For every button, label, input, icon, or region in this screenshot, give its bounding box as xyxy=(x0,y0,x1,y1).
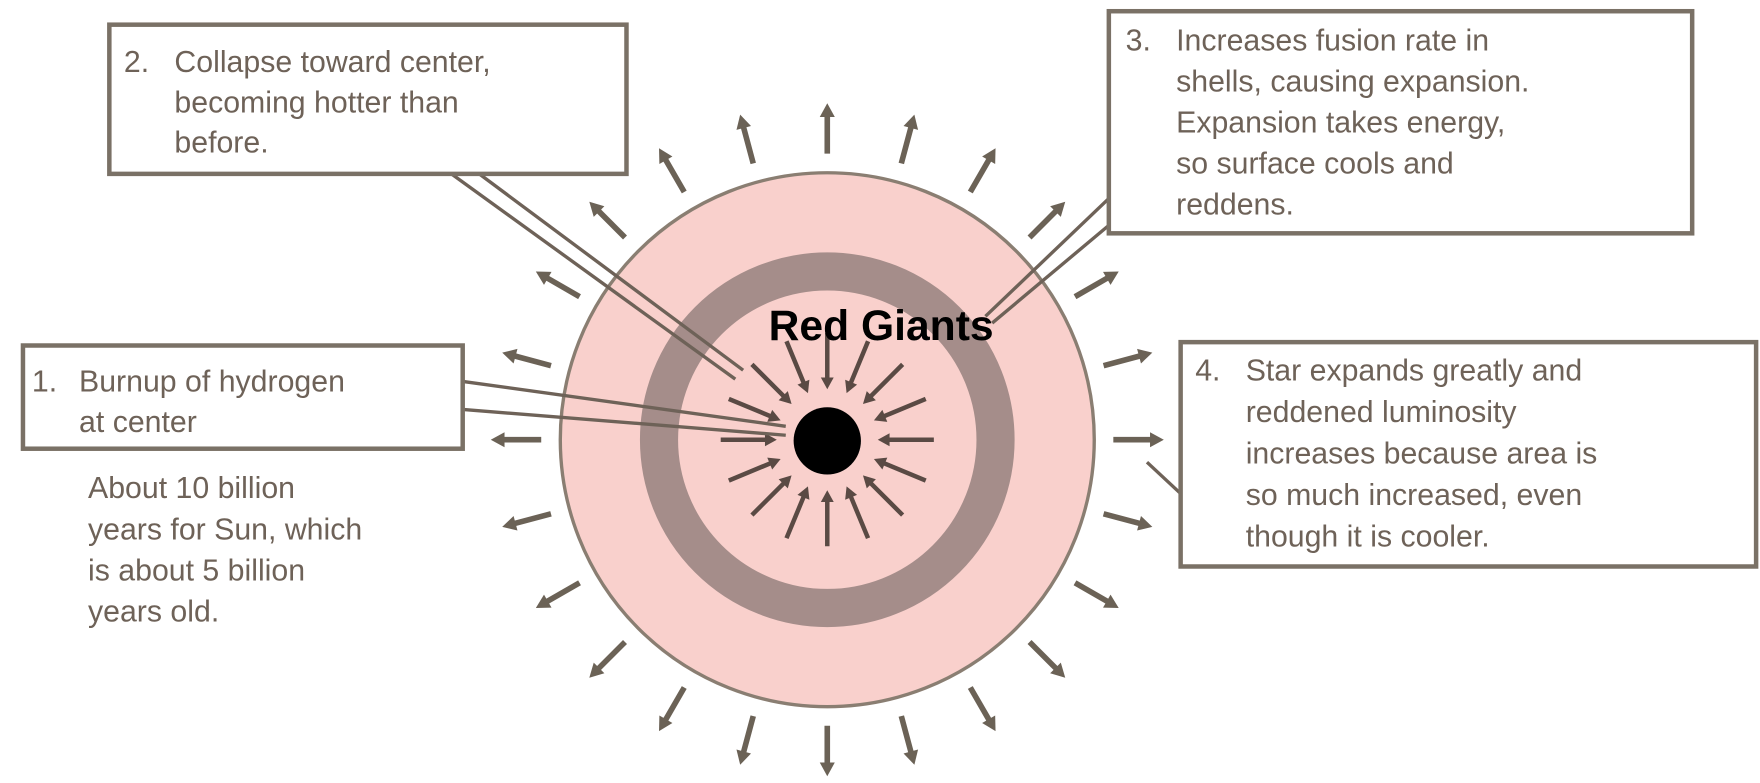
step-text: Burnup of hydrogen xyxy=(79,366,345,399)
arrow-head xyxy=(904,115,919,130)
arrow-shaft xyxy=(970,159,989,192)
step-number: 4. xyxy=(1195,354,1220,387)
arrow-shaft xyxy=(598,642,625,669)
arrow-shaft xyxy=(514,356,551,366)
step-text: Star expands greatly and xyxy=(1246,354,1583,387)
step-text: at center xyxy=(79,406,197,439)
pointer xyxy=(1147,462,1181,493)
arrow-shaft xyxy=(1075,583,1108,602)
arrow-head xyxy=(904,750,919,765)
arrow-shaft xyxy=(547,278,580,297)
arrow-head xyxy=(502,516,517,531)
arrow-shaft xyxy=(665,159,684,192)
core xyxy=(794,407,861,474)
arrow-shaft xyxy=(514,514,551,524)
arrow-head xyxy=(736,750,751,765)
arrow-head xyxy=(820,103,835,117)
arrow-head xyxy=(502,349,517,364)
arrow-head xyxy=(1137,349,1152,364)
arrow-shaft xyxy=(743,716,753,753)
step-text: though it is cooler. xyxy=(1246,520,1490,553)
step-number: 1. xyxy=(32,366,57,399)
arrow-head xyxy=(1150,432,1164,447)
arrow-shaft xyxy=(1104,514,1141,524)
arrow-head xyxy=(736,115,751,130)
step-text: reddens. xyxy=(1176,188,1294,221)
arrow-shaft xyxy=(598,211,625,238)
arrow-shaft xyxy=(665,687,684,720)
note-text: years old. xyxy=(88,596,219,629)
step-text: Expansion takes energy, xyxy=(1176,107,1505,140)
step-text: so surface cools and xyxy=(1176,147,1454,180)
arrow-shaft xyxy=(1075,278,1108,297)
arrow-shaft xyxy=(547,583,580,602)
arrow-shaft xyxy=(743,127,753,164)
arrow-shaft xyxy=(1104,356,1141,366)
arrow-shaft xyxy=(901,127,911,164)
arrow-head xyxy=(820,762,835,776)
arrow-shaft xyxy=(1030,211,1057,238)
step-text: becoming hotter than xyxy=(174,86,458,119)
arrow-head xyxy=(1137,516,1152,531)
step-text: Increases fusion rate in xyxy=(1176,25,1489,58)
arrow-shaft xyxy=(1030,642,1057,669)
step-text: Collapse toward center, xyxy=(174,46,490,79)
note-text: is about 5 billion xyxy=(88,555,305,588)
arrow-shaft xyxy=(901,716,911,753)
arrow-head xyxy=(491,432,505,447)
step-text: increases because area is xyxy=(1246,437,1598,470)
step-number: 2. xyxy=(124,46,149,79)
arrow-shaft xyxy=(970,687,989,720)
note-text: years for Sun, which xyxy=(88,513,362,546)
step-text: reddened luminosity xyxy=(1246,396,1518,429)
step-text: so much increased, even xyxy=(1246,479,1582,512)
step-text: shells, causing expansion. xyxy=(1176,66,1529,99)
note-text: About 10 billion xyxy=(88,472,295,505)
step-number: 3. xyxy=(1126,25,1151,58)
title: Red Giants xyxy=(769,302,994,350)
diagram: Red Giants 1. Burnup of hydrogen at center… xyxy=(0,0,1760,783)
step-text: before. xyxy=(174,127,268,160)
